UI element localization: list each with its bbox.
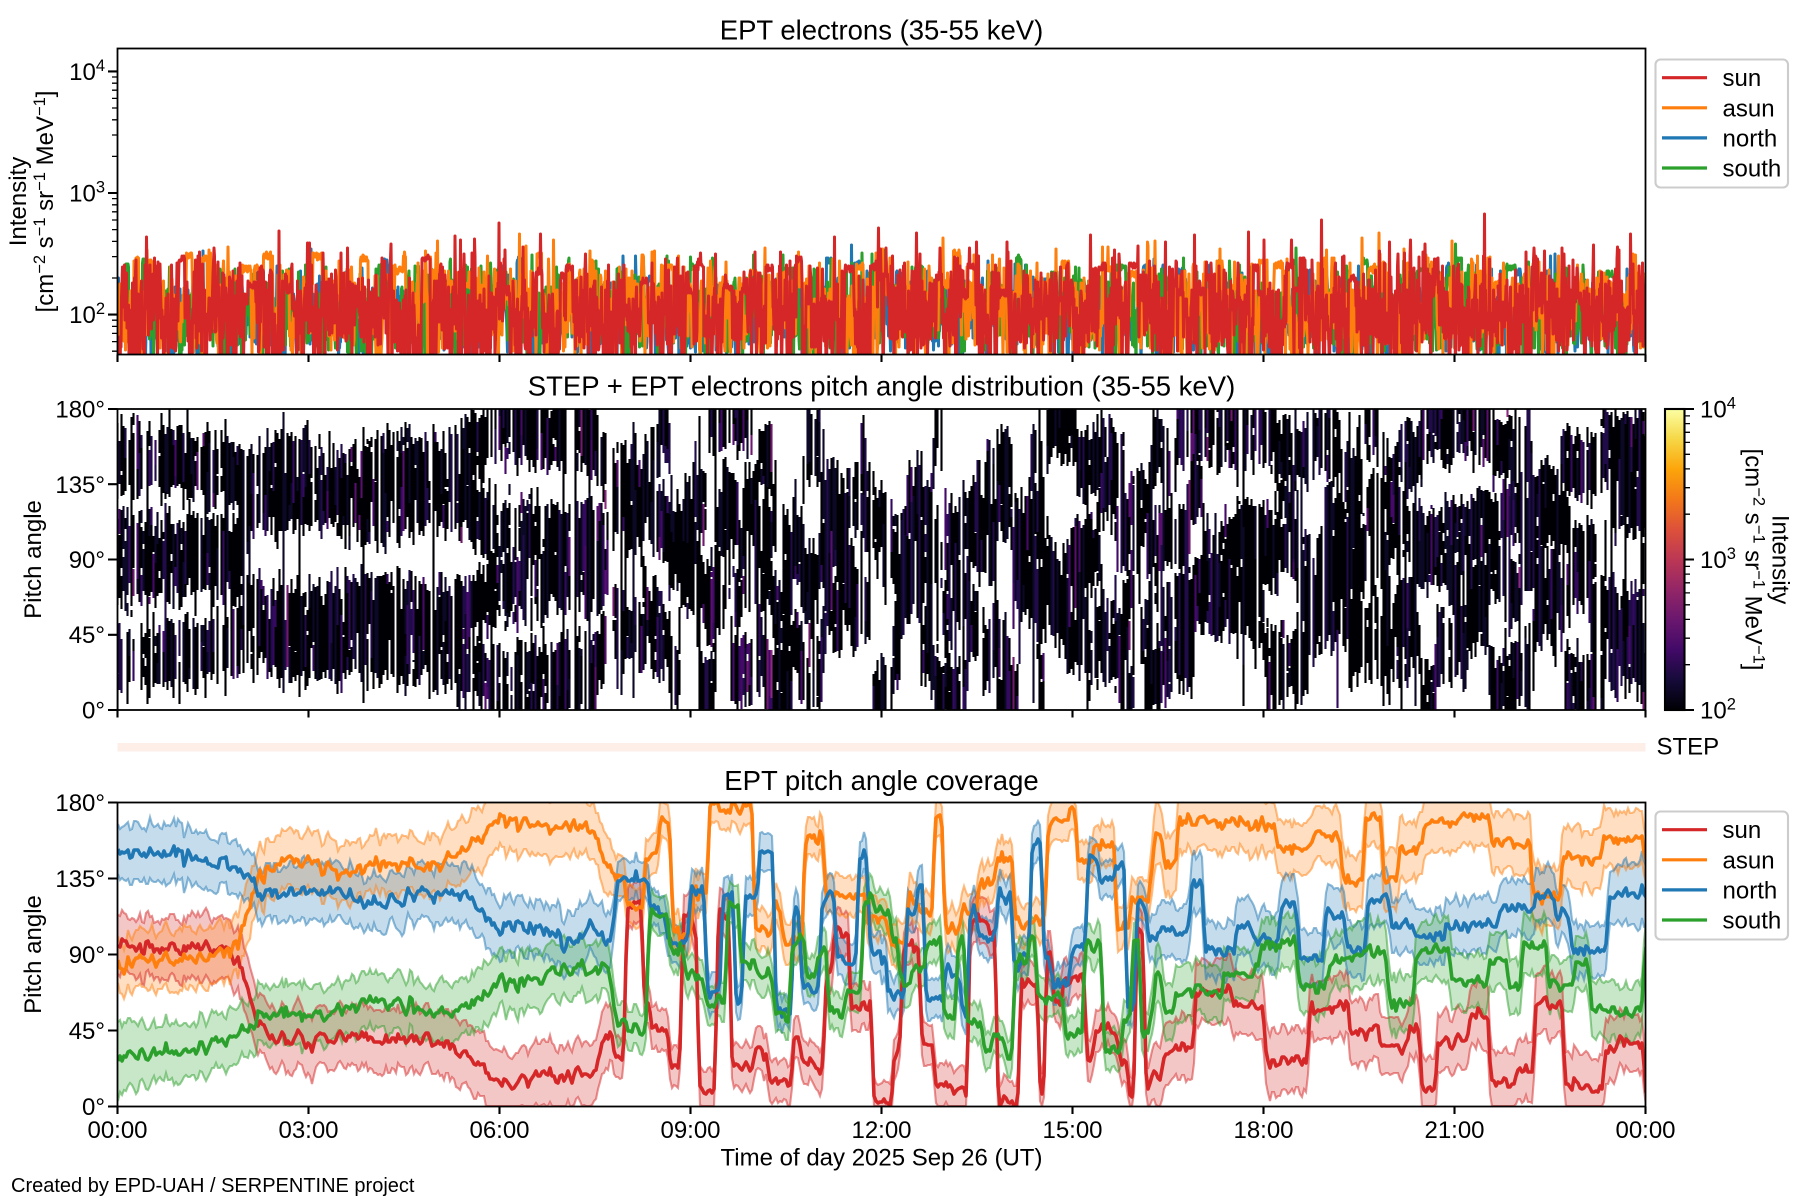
svg-text:EPT pitch angle coverage: EPT pitch angle coverage xyxy=(724,765,1038,796)
svg-text:90°: 90° xyxy=(69,547,105,574)
svg-text:00:00: 00:00 xyxy=(1615,1117,1675,1144)
svg-text:Intensity: Intensity xyxy=(1767,515,1794,604)
svg-text:18:00: 18:00 xyxy=(1233,1117,1293,1144)
svg-text:north: north xyxy=(1723,125,1778,152)
svg-text:15:00: 15:00 xyxy=(1042,1117,1102,1144)
svg-text:09:00: 09:00 xyxy=(660,1117,720,1144)
svg-text:180°: 180° xyxy=(55,790,105,817)
svg-text:135°: 135° xyxy=(55,866,105,893)
svg-text:0°: 0° xyxy=(82,698,105,725)
svg-text:06:00: 06:00 xyxy=(469,1117,529,1144)
svg-text:STEP + EPT electrons pitch ang: STEP + EPT electrons pitch angle distrib… xyxy=(528,371,1235,402)
svg-text:12:00: 12:00 xyxy=(851,1117,911,1144)
svg-text:45°: 45° xyxy=(69,1018,105,1045)
svg-text:180°: 180° xyxy=(55,397,105,424)
svg-text:south: south xyxy=(1723,156,1782,183)
svg-text:[cm−2 s−1 sr−1 MeV−1]: [cm−2 s−1 sr−1 MeV−1] xyxy=(31,91,59,313)
svg-text:STEP: STEP xyxy=(1657,734,1720,761)
svg-text:0°: 0° xyxy=(82,1094,105,1121)
svg-text:asun: asun xyxy=(1723,847,1775,874)
svg-text:Created by EPD-UAH / SERPENTIN: Created by EPD-UAH / SERPENTINE project xyxy=(11,1175,415,1197)
svg-text:Time of day 2025 Sep 26 (UT): Time of day 2025 Sep 26 (UT) xyxy=(721,1145,1043,1172)
svg-text:135°: 135° xyxy=(55,472,105,499)
svg-text:03:00: 03:00 xyxy=(278,1117,338,1144)
svg-text:north: north xyxy=(1723,877,1778,904)
svg-text:south: south xyxy=(1723,908,1782,935)
svg-text:Intensity: Intensity xyxy=(5,157,32,246)
svg-text:21:00: 21:00 xyxy=(1424,1117,1484,1144)
svg-text:00:00: 00:00 xyxy=(87,1117,147,1144)
svg-text:90°: 90° xyxy=(69,942,105,969)
svg-text:asun: asun xyxy=(1723,95,1775,122)
svg-text:EPT electrons (35-55 keV): EPT electrons (35-55 keV) xyxy=(720,15,1044,46)
svg-text:45°: 45° xyxy=(69,622,105,649)
svg-text:sun: sun xyxy=(1723,817,1762,844)
svg-text:sun: sun xyxy=(1723,65,1762,92)
svg-text:Pitch angle: Pitch angle xyxy=(20,500,47,619)
svg-text:[cm−2 s−1 sr−1 MeV−1]: [cm−2 s−1 sr−1 MeV−1] xyxy=(1740,449,1768,671)
svg-text:Pitch angle: Pitch angle xyxy=(20,895,47,1014)
